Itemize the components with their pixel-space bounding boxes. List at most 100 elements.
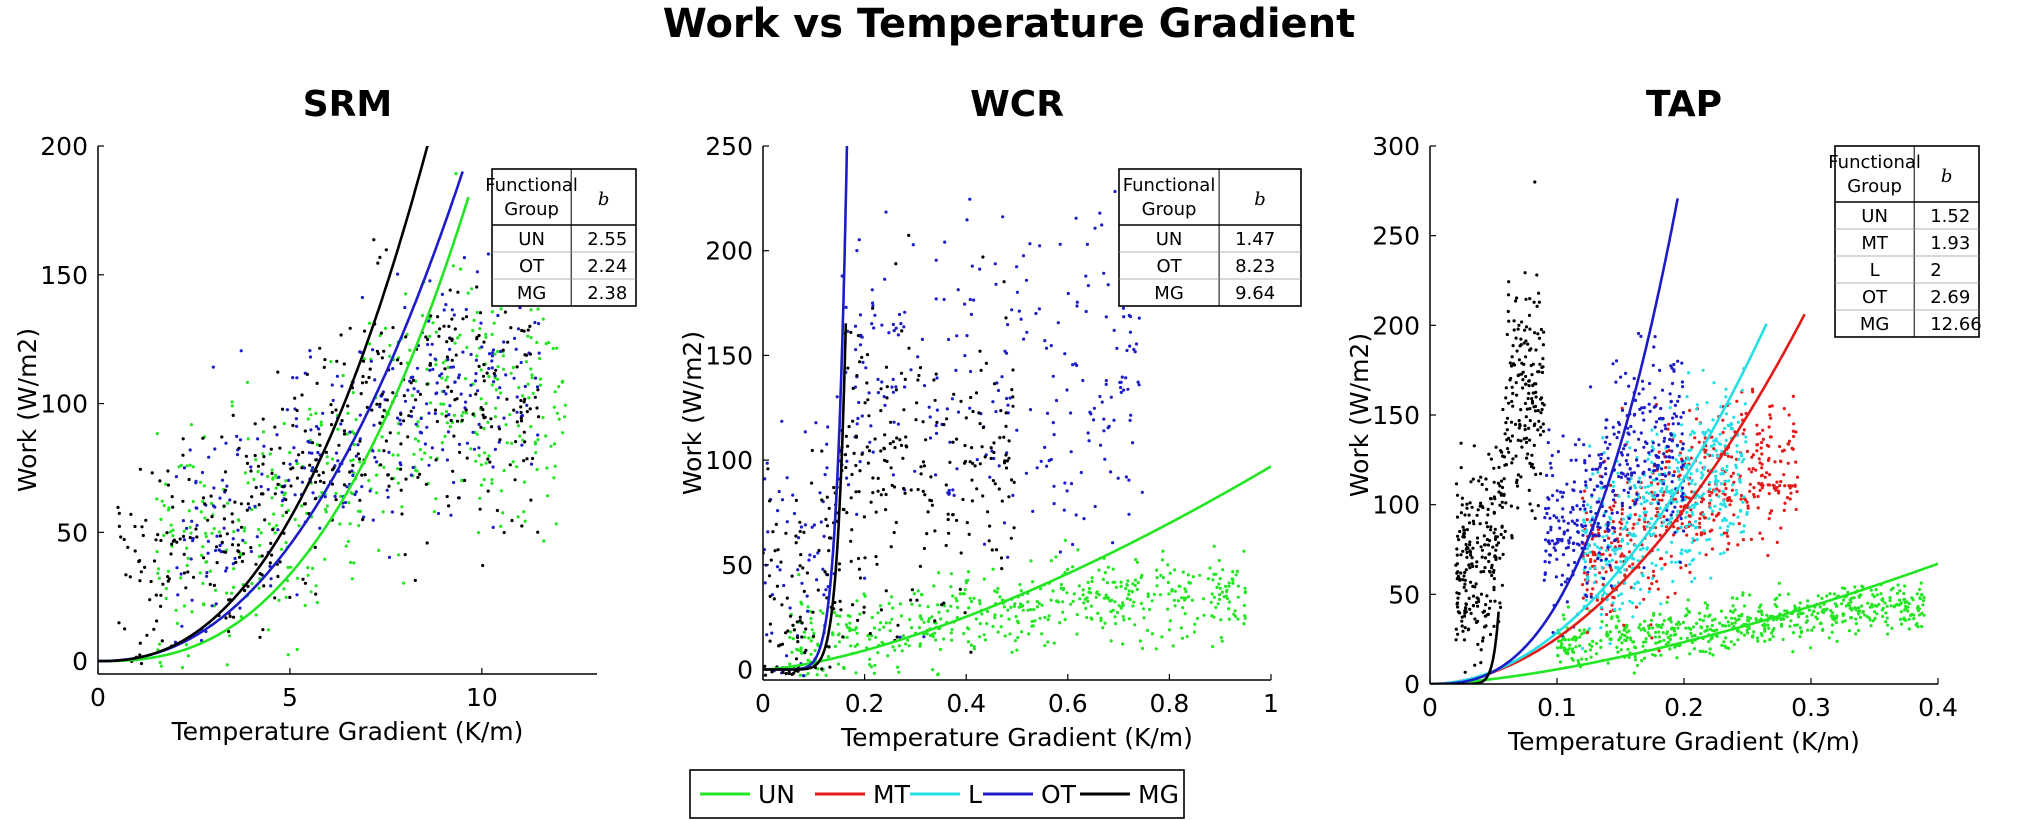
point-un — [1600, 620, 1604, 624]
point-mg — [1505, 428, 1509, 432]
point-ot — [211, 365, 215, 369]
point-mg — [447, 324, 451, 328]
point-ot — [308, 349, 312, 353]
point-un — [1212, 572, 1216, 576]
point-mg — [1531, 391, 1535, 395]
point-un — [1222, 595, 1226, 599]
point-mg — [1505, 332, 1509, 337]
point-l — [1656, 548, 1660, 552]
point-ot — [1596, 557, 1600, 561]
point-un — [347, 501, 351, 505]
point-mt — [1693, 436, 1697, 440]
point-mt — [1622, 623, 1626, 627]
point-mg — [376, 261, 380, 265]
point-un — [309, 413, 313, 417]
point-un — [993, 616, 997, 620]
point-l — [1652, 495, 1656, 499]
point-ot — [896, 333, 901, 337]
point-ot — [335, 374, 339, 378]
point-l — [1703, 433, 1707, 437]
point-un — [341, 373, 345, 378]
point-un — [800, 651, 804, 655]
point-mg — [1499, 479, 1504, 483]
point-mt — [1795, 490, 1799, 494]
point-un — [1026, 600, 1030, 604]
point-mg — [790, 574, 794, 578]
point-ot — [373, 455, 377, 460]
point-un — [1791, 631, 1796, 635]
point-ot — [378, 405, 382, 409]
point-mg — [1527, 384, 1531, 388]
point-mg — [483, 415, 487, 419]
point-ot — [1675, 443, 1679, 447]
point-mg — [442, 324, 446, 328]
point-mg — [342, 429, 346, 433]
point-l — [1670, 516, 1674, 520]
point-un — [1029, 559, 1033, 563]
point-un — [434, 363, 438, 367]
point-un — [1704, 650, 1708, 654]
point-mg — [384, 248, 388, 252]
point-ot — [1052, 433, 1056, 437]
point-ot — [821, 567, 825, 571]
point-ot — [1600, 475, 1604, 479]
point-ot — [354, 490, 358, 494]
point-mt — [1751, 467, 1755, 471]
point-un — [490, 383, 494, 387]
point-un — [1567, 647, 1571, 651]
point-mg — [337, 443, 341, 447]
point-un — [1573, 635, 1577, 639]
point-mg — [269, 447, 273, 451]
point-ot — [525, 403, 529, 407]
point-ot — [1006, 411, 1010, 415]
point-mg — [1510, 385, 1514, 389]
point-un — [1198, 573, 1202, 577]
point-mg — [837, 568, 841, 572]
point-un — [434, 330, 438, 334]
point-un — [886, 654, 890, 658]
point-mg — [276, 574, 280, 579]
point-un — [159, 517, 163, 522]
point-ot — [175, 566, 179, 570]
point-mg — [1460, 503, 1464, 507]
point-un — [1672, 629, 1677, 633]
point-un — [358, 460, 362, 464]
point-mg — [1516, 473, 1520, 477]
point-mg — [278, 446, 282, 450]
point-mg — [477, 333, 481, 338]
point-ot — [1131, 441, 1135, 445]
point-mg — [492, 372, 496, 376]
point-l — [1685, 550, 1689, 554]
point-mg — [387, 484, 391, 488]
point-l — [1604, 548, 1608, 553]
point-un — [930, 615, 934, 619]
point-un — [854, 626, 858, 630]
point-un — [198, 571, 202, 575]
point-un — [1047, 614, 1051, 618]
point-mg — [525, 457, 529, 461]
point-l — [1654, 563, 1658, 568]
point-un — [1699, 632, 1703, 636]
point-mt — [1729, 474, 1733, 478]
point-mg — [1012, 480, 1016, 484]
panel-title: TAP — [1646, 84, 1722, 125]
point-un — [155, 550, 159, 554]
point-mt — [1754, 468, 1758, 472]
point-mg — [1519, 439, 1523, 443]
point-mg — [509, 326, 513, 330]
point-ot — [1681, 385, 1685, 389]
point-ot — [1653, 425, 1657, 429]
point-un — [552, 442, 557, 446]
point-mt — [1721, 418, 1725, 422]
point-un — [1121, 603, 1125, 608]
point-mg — [1499, 532, 1503, 537]
point-un — [1035, 599, 1039, 604]
point-mg — [282, 461, 286, 465]
point-un — [527, 396, 531, 400]
point-mg — [438, 327, 442, 331]
point-un — [1135, 560, 1139, 564]
point-mt — [1609, 568, 1613, 572]
point-un — [821, 611, 825, 615]
point-un — [1736, 629, 1741, 633]
point-ot — [512, 376, 516, 380]
